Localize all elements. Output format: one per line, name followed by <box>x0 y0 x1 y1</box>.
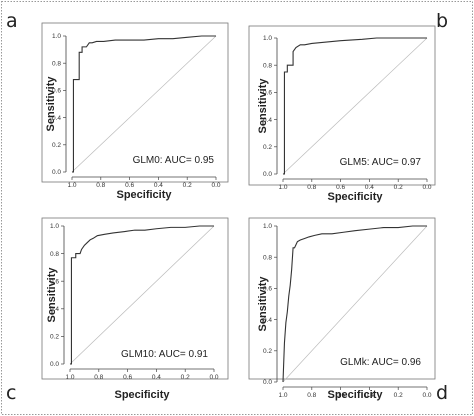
x-tick-label: 0.2 <box>394 392 403 399</box>
x-tick-label: 0.4 <box>365 184 374 191</box>
y-tick-label: 1.0 <box>263 35 272 42</box>
y-tick-label: 1.0 <box>50 223 59 230</box>
x-tick-label: 1.0 <box>278 392 287 399</box>
x-tick-label: 0.6 <box>336 184 345 191</box>
x-tick-label: 0.4 <box>365 392 374 399</box>
panel-box <box>41 217 229 380</box>
reference-diagonal <box>282 37 428 175</box>
y-tick-label: 0.4 <box>52 115 61 122</box>
x-tick-label: 0.0 <box>209 374 218 381</box>
x-tick-label: 0.6 <box>336 392 345 399</box>
y-axis-title: Sensitivity <box>257 78 269 134</box>
y-tick-label: 0.0 <box>263 379 272 386</box>
x-axis-title: Specificity <box>327 389 383 401</box>
x-tick-label: 0.0 <box>422 184 431 191</box>
auc-annotation: GLMk: AUC= 0.96 <box>340 357 421 368</box>
roc-curve-line <box>72 35 216 173</box>
y-tick-label: 0.4 <box>263 117 272 124</box>
y-tick-label: 0.2 <box>52 142 61 149</box>
auc-annotation: GLM5: AUC= 0.97 <box>340 157 422 168</box>
x-tick-label: 0.8 <box>94 374 103 381</box>
panel-box <box>248 25 436 186</box>
y-tick-label: 0.0 <box>263 171 272 178</box>
x-axis-title: Specificity <box>116 189 172 201</box>
roc-panel-d: 0.0 0.2 0.4 0.6 0.8 1.0 1.0 0.8 0.6 0.4 0.2 0.0 Sens… <box>248 217 448 404</box>
x-tick-label: 0.8 <box>96 182 105 189</box>
x-tick-label: 0.4 <box>154 182 163 189</box>
y-tick-label: 0.8 <box>263 254 272 261</box>
x-tick-label: 0.2 <box>183 182 192 189</box>
x-axis-title: Specificity <box>114 389 170 401</box>
roc-panel-a: 0.0 0.2 0.4 0.6 0.8 1.0 1.0 0.8 0.6 0.4 0.2 0.0 Sens… <box>6 10 229 201</box>
reference-diagonal <box>71 35 217 173</box>
auc-annotation: GLM0: AUC= 0.95 <box>133 155 215 166</box>
x-tick-label: 1.0 <box>65 374 74 381</box>
auc-annotation: GLM10: AUC= 0.91 <box>121 349 208 360</box>
roc-panel-b: 0.0 0.2 0.4 0.6 0.8 1.0 1.0 0.8 0.6 0.4 0.2 0.0 Sens… <box>248 10 448 203</box>
roc-curve-line <box>283 37 427 175</box>
y-tick-label: 1.0 <box>263 223 272 230</box>
panel-letter: a <box>6 10 18 32</box>
panel-letter: c <box>6 382 16 404</box>
x-axis-title: Specificity <box>327 191 383 203</box>
y-tick-label: 0.8 <box>50 251 59 258</box>
x-tick-label: 0.2 <box>181 374 190 381</box>
x-tick-label: 0.2 <box>394 184 403 191</box>
y-tick-label: 0.0 <box>50 361 59 368</box>
x-tick-label: 0.8 <box>307 392 316 399</box>
y-tick-label: 0.2 <box>50 334 59 341</box>
y-tick-label: 0.0 <box>52 169 61 176</box>
y-tick-label: 0.4 <box>263 317 272 324</box>
x-tick-label: 0.0 <box>211 182 220 189</box>
x-tick-label: 0.6 <box>123 374 132 381</box>
panel-letter: d <box>436 382 448 404</box>
x-tick-label: 0.0 <box>422 392 431 399</box>
y-tick-label: 0.2 <box>263 348 272 355</box>
x-tick-label: 1.0 <box>67 182 76 189</box>
y-tick-label: 0.6 <box>50 278 59 285</box>
x-tick-label: 0.4 <box>152 374 161 381</box>
x-tick-label: 0.8 <box>307 184 316 191</box>
x-tick-label: 1.0 <box>278 184 287 191</box>
y-axis-title: Sensitivity <box>46 267 58 323</box>
roc-curve-line <box>70 225 214 365</box>
y-tick-label: 0.2 <box>263 144 272 151</box>
y-tick-label: 0.8 <box>263 62 272 69</box>
y-tick-label: 0.8 <box>52 60 61 67</box>
reference-diagonal <box>69 225 215 365</box>
y-tick-label: 0.6 <box>263 286 272 293</box>
y-axis-title: Sensitivity <box>257 276 269 332</box>
y-tick-label: 0.6 <box>52 88 61 95</box>
x-tick-label: 0.6 <box>125 182 134 189</box>
reference-diagonal <box>282 225 428 383</box>
panel-box <box>41 22 229 183</box>
y-axis-title: Sensitivity <box>45 76 57 132</box>
panel-letter: b <box>436 10 448 32</box>
y-tick-label: 0.4 <box>50 306 59 313</box>
roc-panel-c: 0.0 0.2 0.4 0.6 0.8 1.0 1.0 0.8 0.6 0.4 0.2 0.0 Sens… <box>6 217 229 404</box>
y-tick-label: 0.6 <box>263 90 272 97</box>
y-tick-label: 1.0 <box>52 33 61 40</box>
panel-box <box>248 217 436 380</box>
roc-curve-line <box>282 225 427 383</box>
